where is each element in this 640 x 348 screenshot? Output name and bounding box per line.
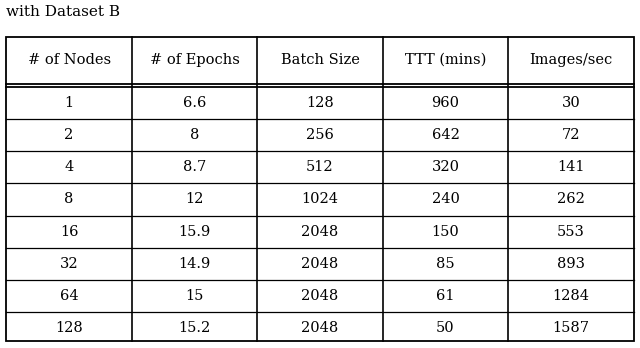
Text: 1284: 1284	[552, 289, 589, 303]
Text: 8: 8	[65, 192, 74, 206]
Text: 960: 960	[431, 96, 460, 110]
Text: 8.7: 8.7	[183, 160, 206, 174]
Text: 642: 642	[431, 128, 460, 142]
Text: 12: 12	[186, 192, 204, 206]
Text: 512: 512	[306, 160, 334, 174]
Text: 256: 256	[306, 128, 334, 142]
Text: 262: 262	[557, 192, 585, 206]
Text: 1024: 1024	[301, 192, 339, 206]
Text: 141: 141	[557, 160, 584, 174]
Text: # of Epochs: # of Epochs	[150, 53, 239, 67]
Text: 85: 85	[436, 257, 455, 271]
Text: 50: 50	[436, 321, 455, 335]
Text: 2048: 2048	[301, 321, 339, 335]
Text: 8: 8	[190, 128, 199, 142]
Text: 6.6: 6.6	[183, 96, 206, 110]
Text: TTT (mins): TTT (mins)	[404, 53, 486, 67]
Text: 15.2: 15.2	[179, 321, 211, 335]
Text: Images/sec: Images/sec	[529, 53, 612, 67]
Text: 2048: 2048	[301, 257, 339, 271]
Text: 64: 64	[60, 289, 79, 303]
Text: 16: 16	[60, 224, 78, 239]
Text: 893: 893	[557, 257, 585, 271]
Text: # of Nodes: # of Nodes	[28, 53, 111, 67]
Text: 553: 553	[557, 224, 585, 239]
Text: 30: 30	[561, 96, 580, 110]
Text: 15.9: 15.9	[179, 224, 211, 239]
Text: 150: 150	[431, 224, 460, 239]
Text: 2: 2	[65, 128, 74, 142]
Text: 61: 61	[436, 289, 454, 303]
Text: 14.9: 14.9	[179, 257, 211, 271]
Text: 128: 128	[306, 96, 334, 110]
Text: 15: 15	[186, 289, 204, 303]
Text: with Dataset B: with Dataset B	[6, 5, 120, 19]
Text: 32: 32	[60, 257, 79, 271]
Text: 1587: 1587	[552, 321, 589, 335]
Text: 128: 128	[55, 321, 83, 335]
Text: 2048: 2048	[301, 289, 339, 303]
Text: 2048: 2048	[301, 224, 339, 239]
Text: 240: 240	[431, 192, 460, 206]
Text: 1: 1	[65, 96, 74, 110]
Text: 72: 72	[562, 128, 580, 142]
Bar	[6, 37, 634, 341]
Text: Batch Size: Batch Size	[280, 53, 360, 67]
Text: 4: 4	[65, 160, 74, 174]
Text: 320: 320	[431, 160, 460, 174]
